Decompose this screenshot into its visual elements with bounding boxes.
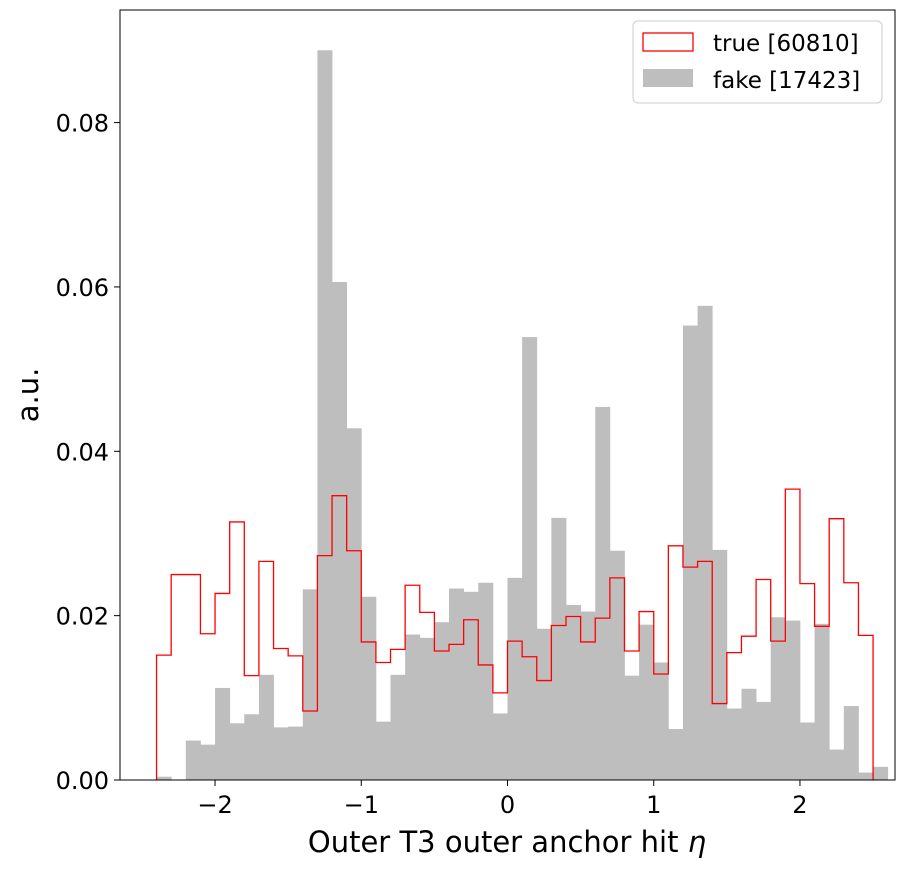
- fake-bar: [624, 675, 640, 780]
- fake-bar: [156, 776, 172, 780]
- plot-frame: [119, 9, 896, 781]
- fake-bar: [507, 577, 523, 780]
- fake-bar: [434, 622, 450, 780]
- legend-true-swatch: [642, 32, 694, 52]
- fake-bar: [346, 428, 362, 780]
- legend-fake-swatch: [643, 69, 693, 87]
- x-tick-label: 0: [500, 791, 515, 819]
- y-axis-ticks: 0.00 0.02 0.04 0.06 0.08: [56, 110, 120, 795]
- fake-bar: [551, 517, 567, 780]
- fake-bar: [419, 637, 435, 780]
- y-tick-label: 0.04: [56, 438, 109, 466]
- legend-fake-label: fake [17423]: [713, 68, 860, 94]
- fake-bar: [302, 589, 318, 780]
- fake-bar: [405, 634, 421, 780]
- fake-bar: [756, 701, 772, 780]
- fake-bar: [244, 714, 260, 780]
- x-tick-label: 1: [646, 791, 661, 819]
- fake-bar: [814, 623, 830, 780]
- fake-bar: [273, 727, 289, 780]
- fake-bar: [639, 624, 655, 780]
- fake-bar: [873, 766, 889, 780]
- fake-bar: [799, 722, 815, 780]
- fake-bar: [770, 617, 786, 780]
- x-axis-label-symbol: η: [688, 825, 706, 859]
- fake-bar: [653, 662, 669, 780]
- fake-bar: [609, 550, 625, 780]
- y-tick-label: 0.00: [56, 767, 109, 795]
- fake-bar: [492, 713, 508, 780]
- x-axis-label: Outer T3 outer anchor hit η: [308, 825, 706, 859]
- fake-bar: [697, 305, 713, 780]
- true-series-step-line: [155, 488, 874, 780]
- fake-series-bars: [156, 50, 889, 780]
- fake-bar: [478, 582, 494, 780]
- y-tick-label: 0.08: [56, 110, 109, 138]
- fake-bar: [829, 749, 845, 780]
- fake-bar: [390, 674, 406, 780]
- x-axis-ticks: −2 −1 0 1 2: [197, 780, 808, 819]
- fake-bar: [258, 674, 274, 780]
- x-tick-label: −1: [344, 791, 379, 819]
- legend-true-label: true [60810]: [713, 31, 859, 57]
- fake-bar: [449, 588, 465, 780]
- fake-bar: [332, 282, 348, 780]
- fake-bar: [522, 337, 538, 780]
- fake-bar: [215, 687, 231, 780]
- fake-bar: [536, 628, 552, 780]
- legend-box: [632, 20, 883, 104]
- fake-bar: [741, 688, 757, 780]
- fake-bar: [361, 596, 377, 780]
- fake-bar: [785, 620, 801, 780]
- y-tick-label: 0.06: [56, 274, 109, 302]
- fake-bar: [463, 591, 479, 780]
- fake-bar: [200, 744, 216, 780]
- y-axis-label: a.u.: [11, 368, 45, 423]
- x-tick-label: −2: [197, 791, 232, 819]
- fake-bar: [858, 772, 874, 780]
- fake-bar: [565, 604, 582, 780]
- legend: true [60810] fake [17423]: [632, 20, 883, 104]
- fake-bar: [317, 50, 333, 780]
- fake-bar: [375, 721, 391, 780]
- fake-bar: [288, 726, 304, 780]
- y-tick-label: 0.02: [56, 603, 109, 631]
- x-tick-label: 2: [792, 791, 807, 819]
- fake-bar: [726, 708, 742, 780]
- fake-bar: [185, 740, 201, 780]
- fake-bar: [682, 325, 698, 780]
- fake-bar: [595, 406, 611, 780]
- fake-bar: [712, 549, 728, 780]
- fake-bar: [580, 611, 596, 780]
- fake-bar: [668, 729, 684, 780]
- fake-bar: [843, 706, 859, 780]
- fake-bar: [229, 723, 245, 780]
